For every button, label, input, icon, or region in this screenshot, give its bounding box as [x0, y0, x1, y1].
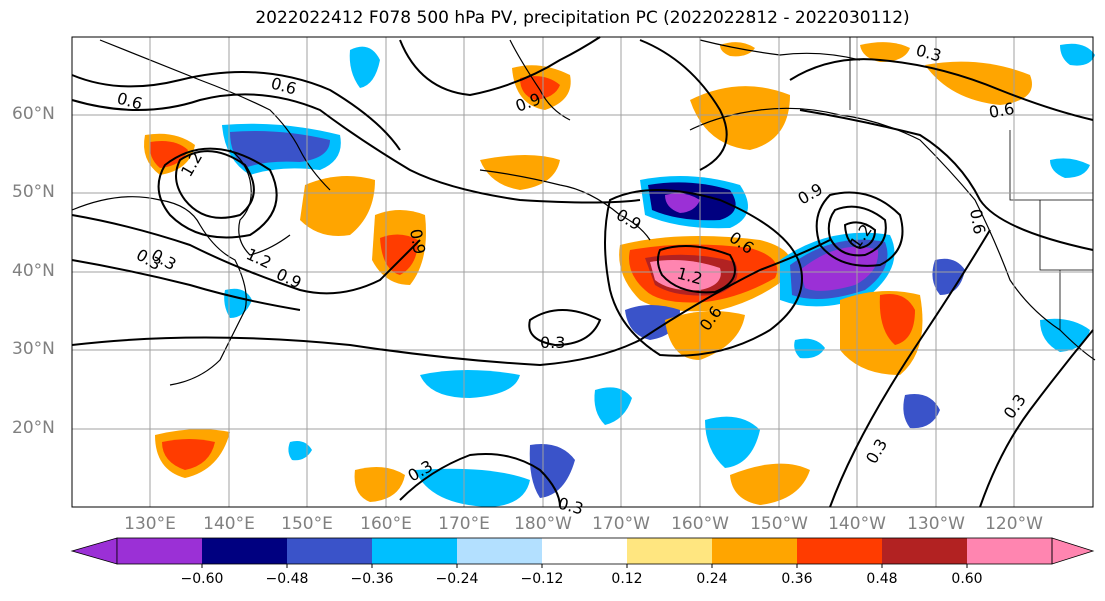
lat-label-40n: 40°N	[12, 261, 55, 281]
colorbar-bin	[287, 538, 372, 564]
colorbar-tick-label: −0.12	[520, 571, 564, 587]
lon-label: 150°E	[281, 514, 333, 534]
colorbar-extend-min	[70, 537, 118, 565]
map-title: 2022022412 F078 500 hPa PV, precipitatio…	[255, 8, 910, 28]
colorbar-bin	[882, 538, 967, 564]
lat-label-50n: 50°N	[12, 182, 55, 202]
lon-label: 140°E	[203, 514, 255, 534]
lon-label: 170°W	[592, 514, 650, 534]
lon-label: 120°W	[985, 514, 1043, 534]
colorbar-tick-label: 0.48	[866, 571, 898, 587]
colorbar-bin	[542, 538, 627, 564]
colorbar-outline	[116, 537, 1053, 565]
colorbar-bin	[712, 538, 797, 564]
colorbar-bin	[117, 538, 202, 564]
lat-label-60n: 60°N	[12, 104, 55, 124]
colorbar-bin	[372, 538, 457, 564]
contour-label: 0.3	[862, 435, 891, 467]
coastlines	[71, 39, 1096, 386]
lon-label: 140°W	[828, 514, 886, 534]
colorbar-bin	[457, 538, 542, 564]
lon-label: 160°W	[671, 514, 729, 534]
contour-label: 1.2	[243, 244, 274, 272]
contour-label: 0.6	[966, 207, 989, 235]
contour-labels: 0.6 0.6 0.9 0.3 0.6 1.2 0.3 0.9 1.2 0.9 …	[115, 41, 1030, 519]
contour-label: 0.6	[987, 99, 1015, 122]
colorbar-tick-label: −0.36	[350, 571, 394, 587]
lon-label: 150°W	[750, 514, 808, 534]
colorbar-tick-label: −0.24	[435, 571, 479, 587]
contour-label: 0.9	[795, 179, 827, 208]
colorbar-bin	[202, 538, 287, 564]
colorbar	[70, 537, 1095, 568]
lon-label: 130°W	[907, 514, 965, 534]
colorbar-bin	[967, 538, 1052, 564]
lon-label: 170°E	[438, 514, 490, 534]
graticule	[72, 37, 1093, 507]
colorbar-tick-label: 0.60	[951, 571, 983, 587]
lat-label-20n: 20°N	[12, 418, 55, 438]
lon-label: 180°W	[514, 514, 572, 534]
lat-label-30n: 30°N	[12, 339, 55, 359]
colorbar-tick-label: 0.12	[611, 571, 643, 587]
pv-contours	[71, 36, 1094, 508]
colorbar-extend-max	[1051, 537, 1095, 565]
colorbar-bin	[797, 538, 882, 564]
borders	[849, 37, 1093, 330]
colorbar-tick-label: −0.48	[265, 571, 309, 587]
map-frame	[71, 36, 1094, 508]
lon-label: 160°E	[360, 514, 412, 534]
colorbar-tick-label: 0.24	[696, 571, 728, 587]
lon-label: 130°E	[124, 514, 176, 534]
contour-label: 0.3	[540, 333, 565, 352]
contour-label: 0.3	[914, 41, 944, 66]
contour-label: 0.9	[613, 205, 645, 234]
contour-label: 0.9	[406, 227, 429, 255]
colorbar-bin	[627, 538, 712, 564]
colorbar-tick-label: −0.60	[180, 571, 224, 587]
contour-label: 0.9	[273, 264, 304, 292]
colorbar-tick-label: 0.36	[781, 571, 813, 587]
